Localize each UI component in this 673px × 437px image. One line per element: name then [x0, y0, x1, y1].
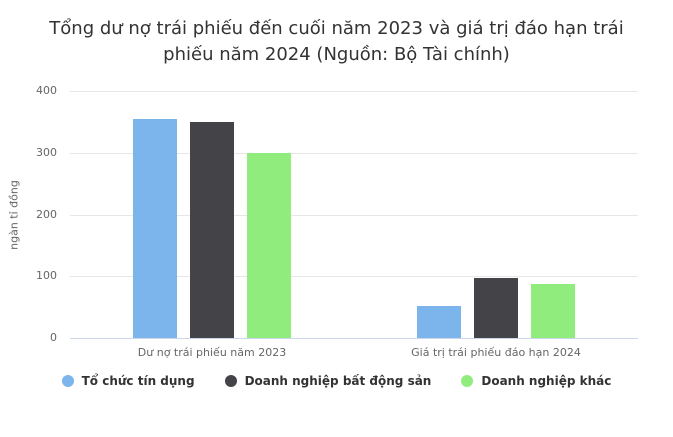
y-tick-label: 0: [50, 331, 57, 344]
legend-item-label: Doanh nghiệp khác: [481, 374, 612, 388]
y-gridline: [70, 91, 638, 92]
chart-bar[interactable]: [247, 152, 291, 338]
legend-marker-icon: [224, 375, 237, 387]
x-axis-line: [70, 338, 638, 339]
legend-item-label: Tổ chức tín dụng: [81, 374, 195, 388]
y-tick-label: 300: [36, 145, 57, 159]
legend-item[interactable]: Tổ chức tín dụng: [61, 374, 195, 388]
plot-area: [70, 91, 638, 339]
x-category-label: Giá trị trái phiếu đáo hạn 2024: [411, 346, 581, 359]
legend-item-label: Doanh nghiệp bất động sản: [244, 374, 432, 388]
y-tick-label: 100: [36, 269, 57, 283]
y-tick-label: 400: [36, 84, 57, 97]
chart-bar[interactable]: [474, 277, 518, 338]
legend-item[interactable]: Doanh nghiệp bất động sản: [224, 374, 432, 388]
legend: Tổ chức tín dụng Doanh nghiệp bất động sả…: [0, 374, 673, 388]
y-gridline: [70, 214, 638, 216]
chart-bar[interactable]: [417, 305, 461, 338]
y-tick-label: 200: [36, 207, 57, 221]
chart-title: Tổng dư nợ trái phiếu đến cuối năm 2023 …: [49, 18, 624, 65]
legend-marker-icon: [61, 375, 74, 387]
chart-bar[interactable]: [190, 121, 234, 338]
x-category-label: Dư nợ trái phiếu năm 2023: [137, 346, 287, 359]
legend-item[interactable]: Doanh nghiệp khác: [461, 374, 611, 388]
chart-bar[interactable]: [531, 284, 575, 338]
y-gridline: [70, 152, 638, 154]
legend-marker-icon: [461, 375, 474, 387]
y-gridline: [70, 276, 638, 278]
chart-bar[interactable]: [133, 118, 177, 338]
